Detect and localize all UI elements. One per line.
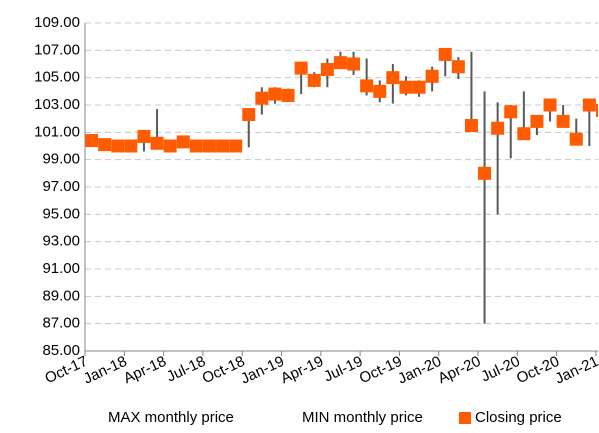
- close-marker: [373, 84, 387, 98]
- close-marker: [268, 87, 282, 101]
- y-tick-label: 91.00: [42, 260, 80, 277]
- legend-marker: [459, 412, 471, 424]
- y-tick-label: 103.00: [34, 96, 80, 113]
- y-tick-label: 87.00: [42, 315, 80, 332]
- x-tick-label: Apr-18: [121, 353, 169, 387]
- close-marker: [438, 47, 452, 61]
- close-marker: [163, 139, 177, 153]
- grid: [85, 22, 598, 325]
- close-marker: [176, 135, 190, 149]
- x-tick-label: Jul-20: [478, 353, 522, 386]
- close-marker: [150, 136, 164, 150]
- close-marker: [111, 139, 125, 153]
- legend-label: MIN monthly price: [302, 409, 423, 426]
- y-tick-label: 99.00: [42, 151, 80, 168]
- close-marker: [294, 61, 308, 75]
- close-marker: [569, 132, 583, 146]
- y-tick-label: 85.00: [42, 342, 80, 359]
- close-marker: [242, 108, 256, 122]
- y-tick-label: 97.00: [42, 178, 80, 195]
- close-marker: [124, 139, 138, 153]
- close-marker: [530, 114, 544, 128]
- close-marker: [255, 91, 269, 105]
- y-tick-label: 101.00: [34, 123, 80, 140]
- x-tick-label: Jan-21: [553, 353, 599, 388]
- x-tick-label: Oct-19: [357, 353, 405, 387]
- y-tick-label: 95.00: [42, 205, 80, 222]
- close-marker: [360, 79, 374, 93]
- close-marker: [216, 139, 230, 153]
- x-tick-label: Apr-20: [435, 353, 483, 387]
- close-marker: [399, 80, 413, 94]
- close-marker: [347, 57, 361, 71]
- legend-label: Closing price: [475, 409, 562, 426]
- close-marker: [595, 103, 598, 117]
- close-marker: [543, 98, 557, 112]
- close-marker: [85, 134, 99, 148]
- close-marker: [425, 69, 439, 83]
- close-marker: [333, 56, 347, 70]
- x-tick-label: Apr-19: [278, 353, 326, 387]
- close-marker: [582, 98, 596, 112]
- y-tick-label: 109.00: [34, 14, 80, 31]
- x-tick-label: Jul-19: [321, 353, 365, 386]
- close-marker: [281, 88, 295, 102]
- close-marker: [504, 105, 518, 119]
- close-marker: [137, 129, 151, 143]
- close-marker: [229, 139, 243, 153]
- close-marker: [412, 80, 426, 94]
- x-tick-label: Jul-18: [164, 353, 208, 386]
- legend-label: MAX monthly price: [108, 409, 234, 426]
- close-marker: [386, 71, 400, 85]
- close-marker: [189, 139, 203, 153]
- close-marker: [491, 121, 505, 135]
- close-marker: [478, 166, 492, 180]
- y-tick-label: 93.00: [42, 233, 80, 250]
- close-marker: [556, 114, 570, 128]
- close-marker: [307, 73, 321, 87]
- close-marker: [464, 119, 478, 132]
- x-tick-label: Oct-20: [514, 353, 562, 387]
- y-tick-label: 89.00: [42, 287, 80, 304]
- close-marker: [320, 62, 334, 76]
- y-tick-label: 107.00: [34, 41, 80, 58]
- close-marker: [202, 139, 216, 153]
- x-tick-label: Oct-18: [200, 353, 248, 387]
- close-marker: [451, 60, 465, 74]
- y-tick-label: 105.00: [34, 69, 80, 86]
- close-marker: [517, 127, 531, 141]
- close-marker: [98, 138, 112, 152]
- plot: [85, 47, 598, 324]
- axes: 85.00 87.00 89.00 91.00 93.00 95.00 97.00 99.00…: [34, 14, 599, 388]
